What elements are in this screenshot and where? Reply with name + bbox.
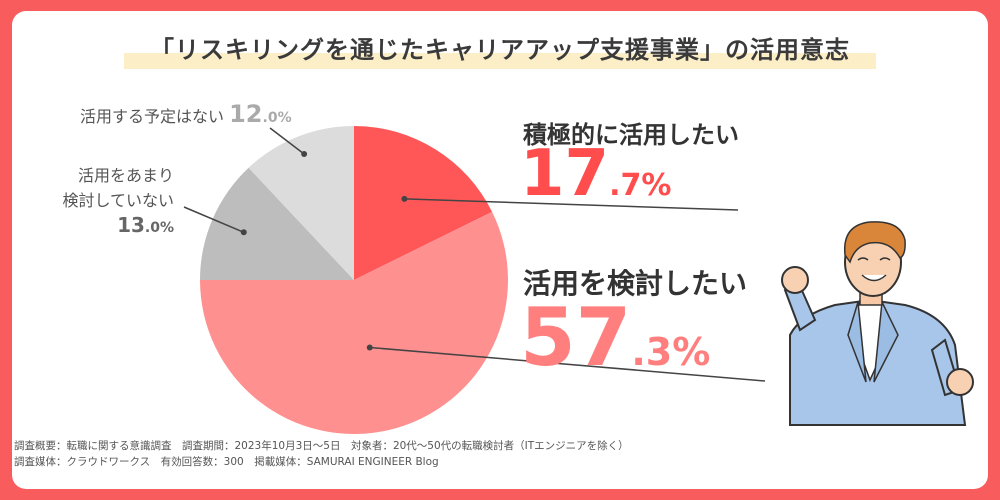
label-active-use: 積極的に活用したい <box>523 121 739 149</box>
footer-line-1: 調査概要：転職に関する意識調査 調査期間：2023年10月3日〜5日 対象者：2… <box>14 440 629 452</box>
value-active-use: 17.7% <box>520 137 672 211</box>
businessman-illustration <box>781 221 974 426</box>
leader-lines <box>183 127 766 382</box>
leader-consider-use <box>369 346 766 382</box>
label-not-considering: 活用をあまり 検討していない 13.0% <box>62 166 174 237</box>
label-consider-use: 活用を検討したい <box>523 267 748 300</box>
slice-active-use <box>354 126 493 280</box>
slice-no-plan <box>248 126 354 280</box>
title-area: 「リスキリングを通じたキャリアアップ支援事業」の活用意志 <box>0 30 1000 69</box>
pie-slices <box>200 126 508 435</box>
footer-notes: 調査概要：転職に関する意識調査 調査期間：2023年10月3日〜5日 対象者：2… <box>14 438 629 470</box>
leader-active-use <box>404 198 739 211</box>
leader-no-plan <box>269 127 305 155</box>
leader-dot-2 <box>240 229 247 236</box>
slice-not-considering <box>200 167 354 280</box>
leader-not-considering <box>183 206 245 233</box>
leader-dot-0 <box>401 195 408 202</box>
leader-dot-1 <box>366 344 373 351</box>
label-no-plan: 活用する予定はない 12.0% <box>80 100 292 128</box>
leader-dot-3 <box>301 150 308 157</box>
slice-consider-use <box>200 211 508 435</box>
value-consider-use: 57.3% <box>520 291 711 384</box>
chart-title: 「リスキリングを通じたキャリアアップ支援事業」の活用意志 <box>124 30 876 69</box>
footer-line-2: 調査媒体：クラウドワークス 有効回答数：300 掲載媒体：SAMURAI ENG… <box>14 456 439 468</box>
title-highlight <box>124 53 876 69</box>
